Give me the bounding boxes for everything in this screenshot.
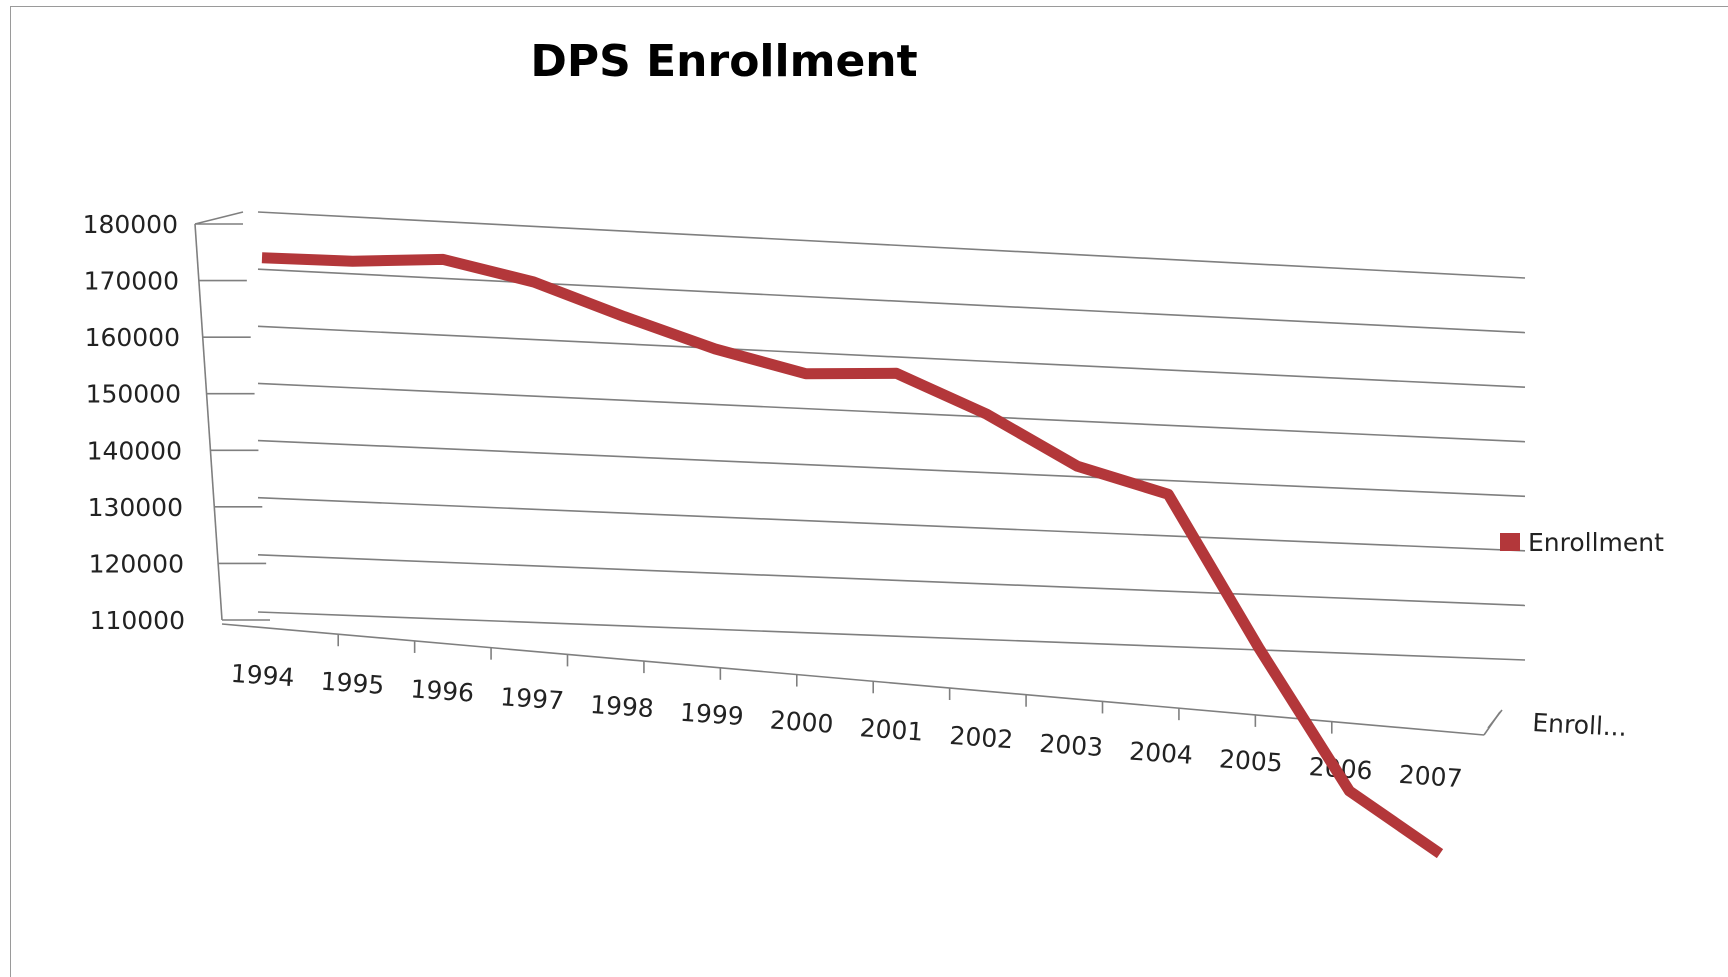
gridline [257, 611, 1526, 661]
y-tick-label: 150000 [86, 380, 181, 409]
x-tick-label: 2007 [1398, 760, 1463, 793]
y-tick-label: 120000 [89, 549, 184, 578]
x-tick-label: 2003 [1038, 729, 1103, 762]
x-axis-line [221, 623, 1485, 736]
gridline [257, 382, 1526, 443]
depth-tick [1487, 709, 1503, 729]
x-tick-label: 2002 [949, 721, 1014, 754]
axis-top-edge [194, 211, 244, 225]
x-tick-label: 2004 [1128, 737, 1193, 770]
chart-frame [10, 6, 1728, 977]
y-tick-label: 180000 [83, 210, 178, 239]
gridline [257, 325, 1526, 388]
x-tick-label: 1996 [410, 674, 475, 707]
series-line-enrollment [261, 252, 1444, 859]
gridline [257, 554, 1526, 607]
x-tick-label: 2000 [769, 705, 834, 738]
x-tick-label: 2005 [1218, 744, 1283, 777]
gridline [257, 211, 1526, 279]
gridline [257, 496, 1526, 552]
x-tick-label: 1997 [499, 682, 564, 715]
legend-swatch [1500, 533, 1520, 551]
gridline [257, 439, 1526, 498]
legend-label: Enrollment [1528, 528, 1664, 557]
chart-title: DPS Enrollment [530, 36, 918, 87]
gridline [257, 268, 1526, 334]
x-tick-label: 1994 [230, 659, 295, 692]
y-tick-label: 140000 [87, 436, 182, 465]
y-tick-label: 110000 [90, 606, 185, 635]
x-tick-label: 1998 [589, 690, 654, 723]
y-tick-label: 170000 [84, 267, 179, 296]
x-tick-label: 2001 [859, 713, 924, 746]
x-tick-label: 1999 [679, 698, 744, 731]
y-axis-line [194, 223, 223, 621]
x-tick-label: 1995 [320, 667, 385, 700]
y-tick-label: 130000 [88, 493, 183, 522]
depth-axis-label: Enroll... [1532, 708, 1628, 742]
y-tick-label: 160000 [85, 323, 180, 352]
